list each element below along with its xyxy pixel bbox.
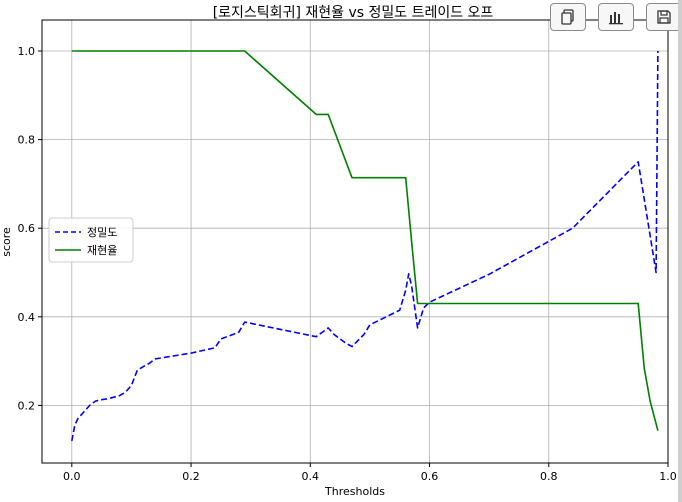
toolbar [550,3,682,31]
legend-box [48,217,134,263]
bar-chart-icon [609,12,623,25]
window-edge [678,0,682,502]
save-button[interactable] [646,3,682,31]
x-axis-label: Thresholds [324,485,385,498]
y-tick-label: 0.2 [18,399,36,412]
x-tick-label: 0.0 [63,470,81,483]
grid [42,20,669,463]
save-icon [657,10,671,24]
plot-frame [41,19,669,464]
y-tick-label: 0.4 [18,311,36,324]
legend-label-recall: 재현율 [87,244,117,257]
y-tick-label: 1.0 [18,45,36,58]
x-tick-label: 0.8 [540,470,558,483]
legend-label-precision: 정밀도 [87,226,117,239]
y-axis-label: score [0,227,13,257]
copy-button[interactable] [550,3,586,31]
x-tick-label: 0.2 [182,470,200,483]
y-tick-label: 0.8 [18,134,36,147]
recall-line [71,50,659,431]
axis-ticks: 0.0 0.2 0.4 0.6 0.8 1.0 0.2 0.4 0.6 0.8 1.0 [18,45,677,483]
plot-lines [71,50,659,442]
x-tick-label: 0.4 [302,470,320,483]
precision-line [71,50,659,442]
y-tick-label: 0.6 [18,222,36,235]
chart-view-button[interactable] [598,3,634,31]
legend: 정밀도 재현율 [48,217,134,263]
x-tick-label: 1.0 [659,470,677,483]
copy-icon [561,9,574,25]
chart-title: [로지스틱회귀] 재현율 vs 정밀도 트레이드 오프 [213,5,494,21]
x-tick-label: 0.6 [421,470,439,483]
